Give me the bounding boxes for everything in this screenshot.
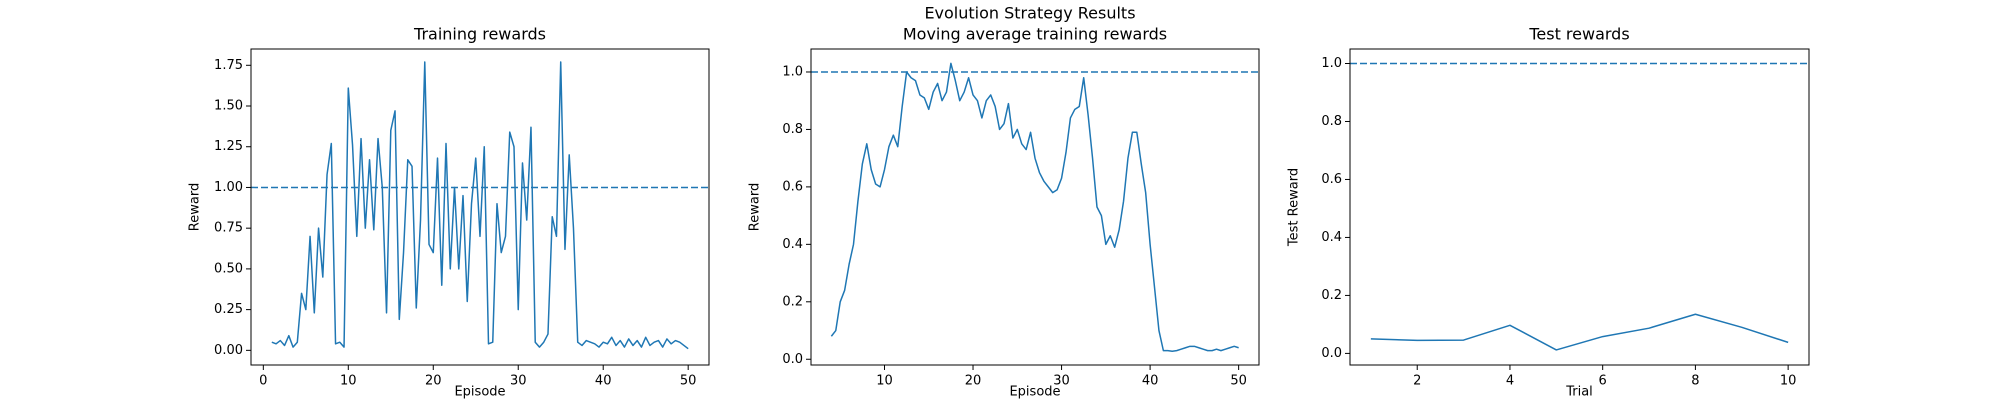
y-axis-label: Reward [748, 183, 763, 231]
x-tick-label: 8 [1691, 374, 1699, 389]
axes-title: Training rewards [413, 25, 546, 44]
x-axis-label: Episode [454, 385, 505, 400]
x-axis-label: Episode [1009, 385, 1060, 400]
x-tick-label: 4 [1506, 374, 1514, 389]
y-tick-label: 0.2 [782, 294, 803, 309]
x-tick-label: 50 [680, 374, 697, 389]
y-tick-label: 0.0 [782, 352, 803, 367]
y-tick-label: 0.00 [214, 343, 243, 358]
axes-frame [1349, 48, 1810, 366]
axes-frame [250, 48, 710, 366]
y-axis-label: Reward [188, 183, 203, 231]
x-tick-label: 2 [1413, 374, 1421, 389]
x-tick-label: 40 [1142, 374, 1159, 389]
y-tick-label: 0.0 [1321, 346, 1342, 361]
axes-title: Moving average training rewards [903, 25, 1167, 44]
y-tick-label: 0.6 [782, 179, 803, 194]
x-tick-label: 10 [876, 374, 893, 389]
x-tick-label: 6 [1599, 374, 1607, 389]
y-axis-label: Test Reward [1287, 168, 1302, 247]
axes-title: Test rewards [1528, 25, 1629, 44]
y-tick-label: 1.75 [214, 58, 243, 73]
x-tick-label: 10 [1780, 374, 1797, 389]
y-tick-label: 0.25 [214, 302, 243, 317]
x-tick-label: 40 [595, 374, 612, 389]
y-tick-label: 0.6 [1321, 172, 1342, 187]
axes-frame [810, 48, 1260, 366]
x-tick-label: 20 [965, 374, 982, 389]
y-tick-label: 1.50 [214, 99, 243, 114]
y-tick-label: 1.00 [214, 180, 243, 195]
y-tick-label: 0.8 [1321, 114, 1342, 129]
x-tick-label: 30 [1053, 374, 1070, 389]
y-tick-label: 0.2 [1321, 288, 1342, 303]
x-tick-label: 0 [259, 374, 267, 389]
y-tick-label: 1.0 [1321, 56, 1342, 71]
y-tick-label: 0.50 [214, 261, 243, 276]
y-tick-label: 0.8 [782, 122, 803, 137]
x-tick-label: 30 [510, 374, 527, 389]
y-tick-label: 0.4 [1321, 230, 1342, 245]
line-series [1370, 313, 1789, 351]
x-tick-label: 20 [425, 374, 442, 389]
y-tick-label: 1.25 [214, 139, 243, 154]
y-tick-label: 0.4 [782, 237, 803, 252]
x-tick-label: 50 [1230, 374, 1247, 389]
y-tick-label: 0.75 [214, 221, 243, 236]
line-series [271, 61, 689, 350]
line-series [830, 62, 1239, 352]
figure-title: Evolution Strategy Results [924, 4, 1135, 23]
x-axis-label: Trial [1565, 385, 1593, 400]
y-tick-label: 1.0 [782, 64, 803, 79]
x-tick-label: 10 [340, 374, 357, 389]
